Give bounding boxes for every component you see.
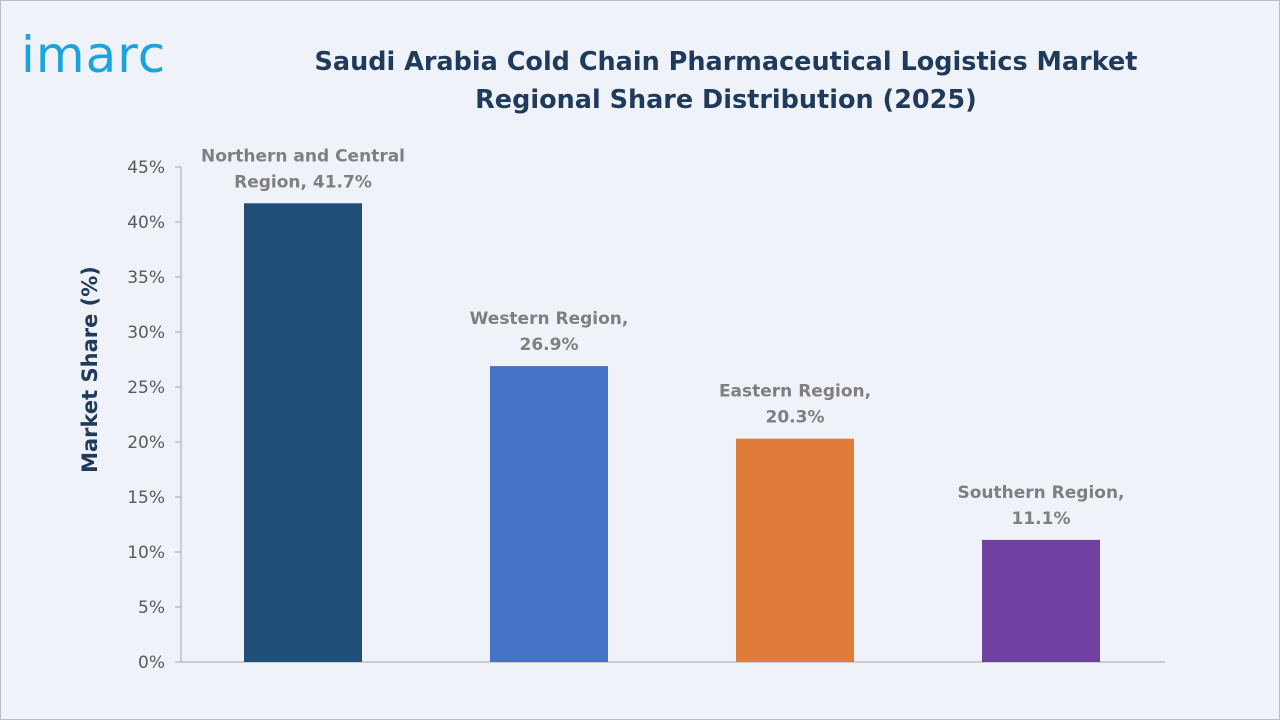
data-label: 20.3% <box>766 408 825 428</box>
imarc-logo-text: imarc <box>21 26 167 84</box>
imarc-logo: imarc <box>21 15 211 85</box>
y-tick-label: 15% <box>127 488 165 508</box>
y-tick-label: 0% <box>138 653 165 673</box>
y-tick-label: 30% <box>127 323 165 343</box>
bar-southern-region <box>982 539 1100 662</box>
y-tick-label: 45% <box>127 158 165 178</box>
chart-title: Saudi Arabia Cold Chain Pharmaceutical L… <box>314 47 1138 115</box>
y-tick-label: 25% <box>127 378 165 398</box>
y-tick-label: 35% <box>127 268 165 288</box>
data-label: Southern Region, <box>957 483 1124 503</box>
y-tick-label: 40% <box>127 213 165 233</box>
y-axis: 0% 5% 10% 15% 20% 25% 30% 35% 40% 45% <box>127 158 182 673</box>
data-labels: Northern and Central Region, 41.7% Western… <box>201 146 1125 529</box>
data-label: Northern and Central <box>201 146 405 166</box>
bar-northern-and-central-region <box>244 203 362 663</box>
data-label: 11.1% <box>1012 509 1071 529</box>
bar-western-region <box>490 366 608 662</box>
bar-eastern-region <box>736 438 854 662</box>
data-label: Eastern Region, <box>719 382 871 402</box>
y-tick-label: 20% <box>127 433 165 453</box>
y-tick-label: 10% <box>127 543 165 563</box>
y-axis-title: Market Share (%) <box>78 266 102 473</box>
data-label: Region, 41.7% <box>234 172 372 192</box>
bars <box>244 203 1100 663</box>
data-label: Western Region, <box>470 309 629 329</box>
data-label: 26.9% <box>520 335 579 355</box>
y-tick-label: 5% <box>138 598 165 618</box>
